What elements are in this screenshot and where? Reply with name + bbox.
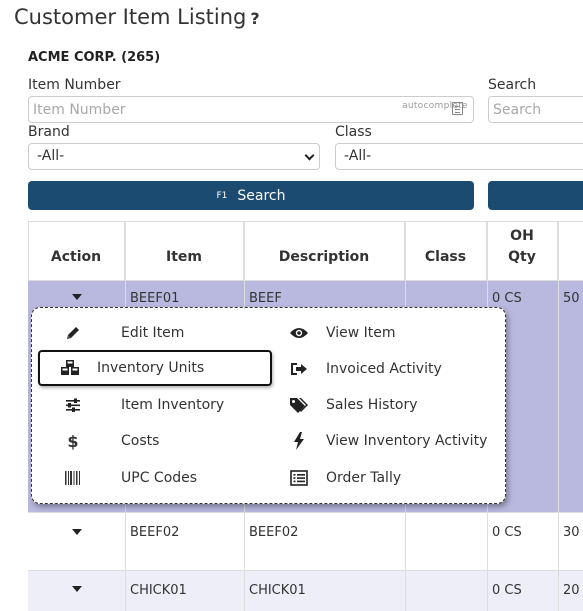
search-button-label: Search [237, 187, 286, 204]
bolt-icon [288, 431, 310, 451]
row-description: CHICK01 [249, 583, 306, 598]
menu-item-upc-codes[interactable]: UPC Codes [62, 460, 302, 496]
menu-item-view-inventory-activity[interactable]: View Inventory Activity [288, 423, 503, 459]
eye-icon [288, 323, 310, 343]
brand-select[interactable]: -All- [28, 143, 320, 170]
class-select-value: -All- [344, 148, 372, 164]
barcode-icon [62, 468, 84, 488]
menu-item-label: Sales History [326, 397, 418, 413]
menu-item-label: Costs [121, 433, 160, 449]
search-button[interactable]: F1 Search [28, 181, 474, 210]
pencil-icon [62, 323, 84, 343]
col-header-action[interactable]: Action [28, 221, 125, 280]
brand-select-value: -All- [37, 148, 65, 164]
secondary-button[interactable] [488, 181, 583, 210]
autocomplete-list-icon[interactable] [452, 102, 463, 115]
menu-item-label: UPC Codes [121, 470, 198, 486]
menu-item-label: Edit Item [121, 325, 185, 341]
row-item: BEEF01 [130, 291, 180, 306]
col-header-item[interactable]: Item [125, 221, 244, 280]
row-next: 20 [563, 583, 580, 598]
menu-item-costs[interactable]: $ Costs [62, 423, 302, 459]
cubes-icon [60, 358, 82, 378]
page-title-text: Customer Item Listing [14, 5, 247, 29]
row-next: 30 [563, 525, 580, 540]
class-select[interactable]: -All- [335, 143, 583, 170]
menu-item-label: Invoiced Activity [326, 361, 442, 377]
chevron-down-icon [304, 150, 315, 161]
row-action-menu: Edit Item Inventory Units Item Inventory… [31, 307, 506, 504]
tags-icon [288, 395, 310, 415]
help-icon[interactable]: ? [250, 9, 260, 28]
menu-item-order-tally[interactable]: Order Tally [288, 460, 503, 496]
sign-out-icon [288, 359, 310, 379]
list-alt-icon [288, 468, 310, 488]
dollar-icon: $ [67, 431, 79, 451]
table-row[interactable] [28, 512, 583, 570]
menu-item-sales-history[interactable]: Sales History [288, 387, 503, 423]
col-header-next[interactable] [558, 221, 583, 280]
row-description: BEEF [249, 291, 282, 306]
row-item: BEEF02 [130, 525, 180, 540]
sliders-icon [62, 395, 84, 415]
menu-item-label: View Item [326, 325, 396, 341]
table-row[interactable] [28, 570, 583, 611]
menu-item-label: View Inventory Activity [326, 433, 488, 449]
menu-item-label: Order Tally [326, 470, 402, 486]
menu-item-item-inventory[interactable]: Item Inventory [62, 387, 302, 423]
brand-label: Brand [28, 124, 70, 140]
col-header-item-label: Item [166, 249, 202, 265]
page-title: Customer Item Listing? [14, 5, 260, 29]
autocomplete-label: autocomplete [402, 101, 468, 111]
col-divider [558, 221, 559, 611]
menu-item-invoiced-activity[interactable]: Invoiced Activity [288, 351, 503, 387]
row-action-caret-icon[interactable] [72, 586, 82, 592]
row-action-caret-icon[interactable] [72, 529, 82, 535]
col-header-description-label: Description [278, 249, 370, 265]
col-header-oh-label: OH [510, 228, 534, 244]
col-header-qty-label: Qty [508, 249, 536, 265]
row-oh-qty: 0 CS [492, 291, 522, 306]
row-next: 50 [563, 291, 580, 306]
search-shortcut-key: F1 [216, 190, 228, 201]
row-oh-qty: 0 CS [492, 525, 522, 540]
menu-item-view-item[interactable]: View Item [288, 315, 503, 351]
col-header-class-label: Class [424, 249, 467, 265]
row-item: CHICK01 [130, 583, 187, 598]
col-header-oh-qty[interactable]: OH Qty [487, 221, 558, 280]
menu-item-label: Item Inventory [121, 397, 225, 413]
company-name: ACME CORP. (265) [28, 50, 161, 65]
row-description: BEEF02 [249, 525, 299, 540]
item-number-input[interactable] [28, 96, 474, 123]
col-header-class[interactable]: Class [405, 221, 487, 280]
search-label: Search [488, 77, 537, 93]
menu-item-edit-item[interactable]: Edit Item [62, 315, 302, 351]
row-action-caret-icon[interactable] [72, 294, 82, 300]
search-input[interactable] [488, 96, 583, 123]
col-header-action-label: Action [50, 249, 102, 265]
row-oh-qty: 0 CS [492, 583, 522, 598]
menu-item-inventory-units[interactable]: Inventory Units [38, 350, 272, 386]
col-header-description[interactable]: Description [244, 221, 405, 280]
class-label: Class [335, 124, 372, 140]
menu-item-label: Inventory Units [97, 360, 205, 376]
item-number-label: Item Number [28, 77, 121, 93]
